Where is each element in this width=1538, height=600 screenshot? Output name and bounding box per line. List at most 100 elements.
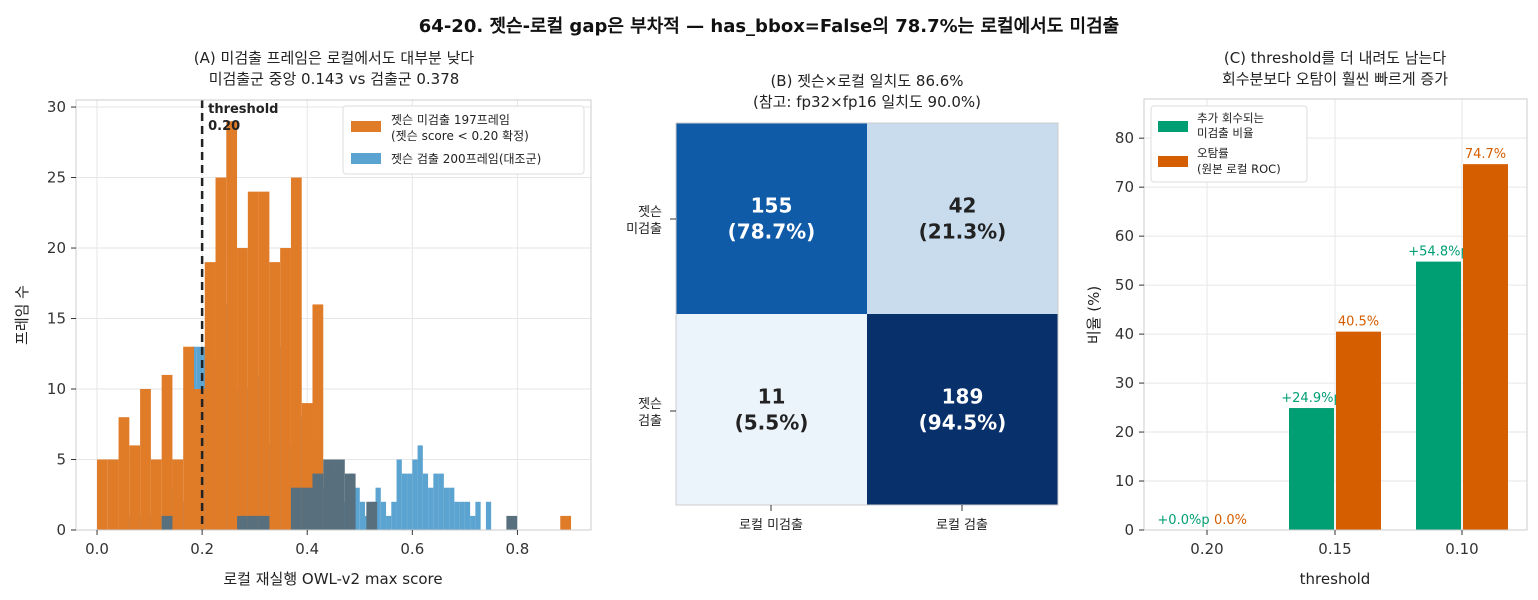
hist-bar-missed [290, 177, 302, 530]
panel-a-xtick-label: 0.0 [85, 540, 109, 558]
panel-c-ytick-label: 60 [1115, 227, 1134, 245]
hist-bar-detected [449, 487, 455, 530]
legend-label-detected: 젯슨 검출 200프레임(대조군) [391, 152, 541, 166]
panel-c-xlabel: threshold [1300, 570, 1371, 588]
bar-fpr [1336, 331, 1381, 530]
legend-box [1150, 105, 1308, 183]
panel-c-ytick-label: 30 [1115, 374, 1134, 392]
hist-bar-missed [312, 304, 324, 530]
legend-swatch-detected [351, 153, 381, 164]
row-label-0-line1: 젯슨 [638, 205, 662, 220]
cm-count-0-1: 42 [949, 194, 977, 218]
hist-bar-overlap [301, 487, 313, 530]
hist-bar-detected [386, 515, 392, 530]
panel-c-ytick-label: 50 [1115, 276, 1134, 294]
panel-a-ytick-label: 10 [47, 380, 66, 398]
hist-bar-missed [172, 459, 184, 530]
panel-a-histogram: (A) 미검출 프레임은 로컬에서도 대부분 낮다 미검출군 중앙 0.143 … [13, 49, 592, 588]
panel-a-title-line1: (A) 미검출 프레임은 로컬에서도 대부분 낮다 [194, 49, 475, 67]
hist-bar-detected [475, 501, 481, 530]
bar-label-recover: +0.0%p [1157, 513, 1209, 528]
hist-bar-missed [247, 191, 259, 530]
panel-a-ytick-label: 30 [47, 98, 66, 116]
hist-bar-detected [443, 487, 450, 530]
hist-bar-overlap [344, 473, 356, 530]
hist-bar-detected [417, 445, 423, 530]
legend-label-fpr-line2: (원본 로컬 ROC) [1197, 162, 1281, 176]
hist-bar-overlap [161, 515, 173, 530]
col-label-1: 로컬 검출 [936, 518, 988, 533]
hist-bar-overlap [366, 501, 378, 530]
panel-a-ytick-label: 0 [56, 521, 66, 539]
legend-swatch-missed [351, 121, 381, 132]
panel-c-ylabel: 비율 (%) [1085, 286, 1103, 344]
cm-count-1-0: 11 [758, 385, 786, 409]
hist-bar-missed [237, 248, 248, 531]
cm-cell-0-0 [676, 123, 867, 314]
hist-bar-missed [129, 445, 141, 530]
panel-c-xtick-label: 0.20 [1190, 540, 1223, 558]
legend-box [342, 105, 585, 175]
hist-bar-detected [354, 487, 360, 530]
cm-pct-0-1: (21.3%) [919, 220, 1007, 244]
hist-bar-detected [454, 501, 460, 530]
hist-bar-overlap [237, 515, 248, 530]
cm-pct-1-1: (94.5%) [919, 411, 1007, 435]
bar-fpr [1463, 164, 1508, 530]
hist-bar-detected [401, 473, 408, 530]
hist-bar-missed [183, 346, 194, 530]
hist-bar-detected [428, 487, 434, 530]
hist-bar-detected [412, 459, 418, 530]
hist-bar-detected [438, 473, 444, 530]
col-label-0: 로컬 미검출 [739, 518, 803, 533]
panel-b-title-line1: (B) 젯슨×로컬 일치도 86.6% [770, 72, 963, 90]
hist-bar-missed [215, 177, 227, 530]
row-label-1-line2: 검출 [638, 414, 662, 429]
cm-cell-1-1 [867, 314, 1058, 505]
panel-a-xtick-label: 0.2 [190, 540, 214, 558]
hist-bar-missed [560, 515, 572, 530]
cm-pct-1-0: (5.5%) [735, 411, 809, 435]
panel-c-ytick-label: 20 [1115, 423, 1134, 441]
hist-bar-detected [464, 501, 471, 530]
panel-c-ytick-label: 70 [1115, 178, 1134, 196]
hist-bar-missed [301, 403, 313, 530]
hist-bar-missed [269, 262, 281, 530]
panel-a-xlabel: 로컬 재실행 OWL-v2 max score [223, 570, 442, 588]
bar-label-fpr: 74.7% [1465, 147, 1506, 162]
panel-c-title-line2: 회수분보다 오탐이 훨씬 빠르게 증가 [1222, 70, 1448, 88]
panel-b-confusion-matrix: (B) 젯슨×로컬 일치도 86.6% (참고: fp32×fp16 일치도 9… [626, 72, 1059, 533]
panel-a-title-line2: 미검출군 중앙 0.143 vs 검출군 0.378 [209, 70, 460, 88]
legend-swatch-recover [1158, 121, 1188, 132]
panel-a-ytick-label: 20 [47, 239, 66, 257]
cm-count-0-0: 155 [751, 194, 793, 218]
hist-bar-overlap [312, 473, 324, 530]
panel-a-xtick-label: 0.6 [400, 540, 424, 558]
panel-a-ytick-label: 5 [56, 451, 66, 469]
hist-bar-overlap [323, 459, 335, 530]
hist-bar-overlap [247, 515, 259, 530]
bar-recover [1416, 261, 1461, 530]
threshold-label-line2: 0.20 [208, 119, 240, 134]
panel-c-ytick-label: 0 [1124, 521, 1134, 539]
legend-label-missed-line2: (젯슨 score < 0.20 확정) [391, 129, 529, 143]
hist-bar-detected [391, 501, 397, 530]
cm-cell-1-0 [676, 314, 867, 505]
hist-bar-detected [433, 473, 439, 530]
panel-c-bar-chart: (C) threshold를 더 내려도 남는다 회수분보다 오탐이 훨씬 빠르… [1085, 49, 1528, 588]
hist-bar-missed [118, 417, 130, 530]
suptitle: 64-20. 젯슨-로컬 gap은 부차적 — has_bbox=False의 … [419, 15, 1119, 37]
hist-bar-missed [107, 459, 119, 530]
hist-bar-detected [359, 501, 366, 530]
hist-bar-missed [193, 389, 205, 530]
bar-label-fpr: 0.0% [1214, 513, 1247, 528]
cm-pct-0-0: (78.7%) [728, 220, 816, 244]
panel-a-frame [75, 99, 592, 531]
threshold-label-line1: threshold [208, 102, 278, 117]
row-label-0-line2: 미검출 [626, 222, 662, 237]
hist-bar-missed [226, 121, 238, 531]
panel-c-ytick-label: 40 [1115, 325, 1134, 343]
panel-c-xtick-label: 0.15 [1318, 540, 1351, 558]
panel-c-title-line1: (C) threshold를 더 내려도 남는다 [1224, 49, 1446, 67]
legend-label-missed-line1: 젯슨 미검출 197프레임 [391, 113, 510, 127]
